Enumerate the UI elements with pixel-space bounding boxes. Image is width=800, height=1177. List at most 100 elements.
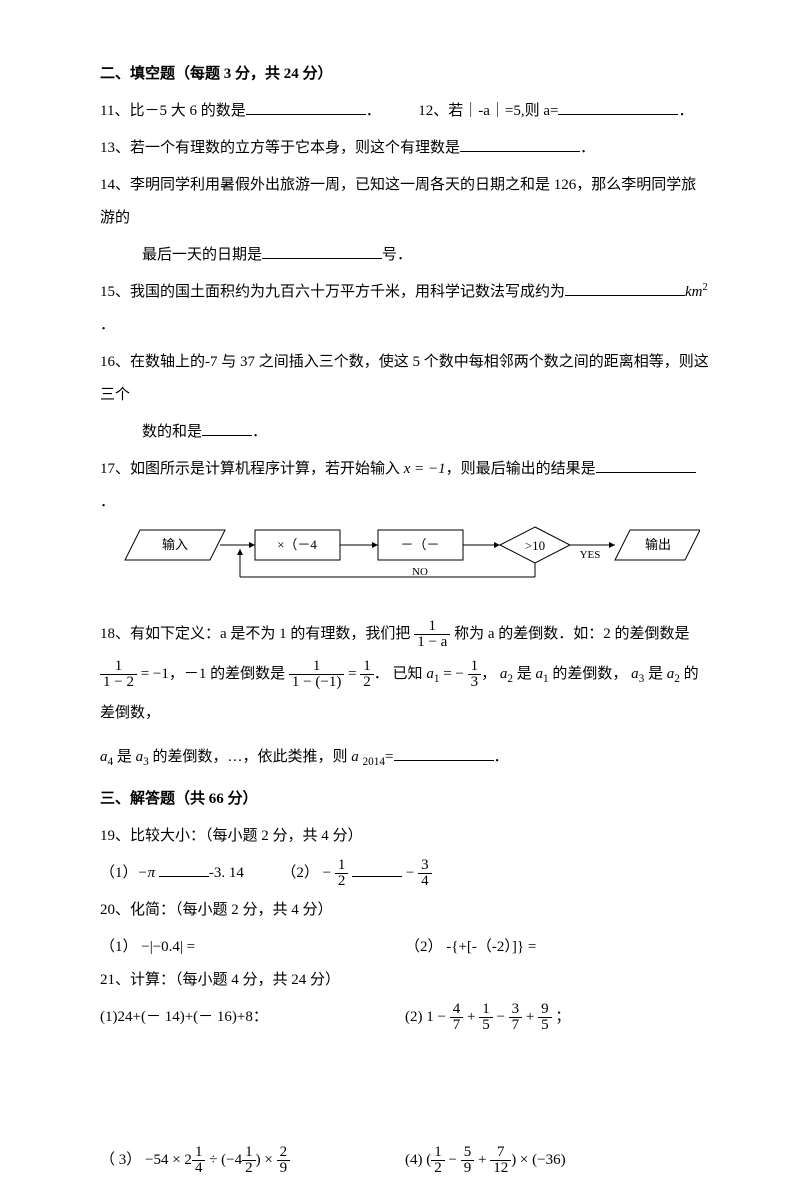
- q18-f3d: 1 − (−1): [289, 675, 344, 690]
- q18-a: 18、有如下定义：: [100, 626, 220, 642]
- section3-title: 三、解答题（共 66 分）: [100, 783, 710, 816]
- q18-a3: a: [631, 666, 639, 682]
- q18-m: =: [385, 749, 393, 765]
- q18-f5n: 1: [468, 659, 482, 675]
- q20-2: （2） -{+[-（-2）]} =: [405, 939, 536, 955]
- q15-text-a: 15、我国的国土面积约为九百六十万平方千米，用科学记数法写成约为: [100, 284, 565, 300]
- fc-yes: YES: [580, 549, 601, 561]
- q18-b: a 是不为 1 的有理数，我们把: [220, 626, 414, 642]
- q20: 20、化简：（每小题 2 分，共 4 分）: [100, 894, 710, 927]
- q18-c: 称为 a 的差倒数．如：2 的差倒数是: [454, 626, 689, 642]
- q18-k: 是: [113, 749, 136, 765]
- f: 7: [450, 1018, 464, 1033]
- q14-text-a: 14、李明同学利用暑假外出旅游一周，已知这一周各天的日期之和是 126，那么李明…: [100, 177, 696, 226]
- q18-f3n: 1: [289, 659, 344, 675]
- q18-line2: 11 − 2 = −1，－1 的差倒数是 11 − (−1) = 12． 已知 …: [100, 655, 710, 733]
- q21-4a: (4): [405, 1152, 423, 1168]
- q19-2-blank: [352, 862, 402, 877]
- f: 5: [461, 1145, 475, 1161]
- q14: 14、李明同学利用暑假外出旅游一周，已知这一周各天的日期之和是 126，那么李明…: [100, 169, 710, 235]
- q18-f: ，: [481, 666, 500, 682]
- q21-2-1: 1 −: [426, 1009, 449, 1025]
- q18-f1d: 1 − a: [414, 635, 450, 650]
- q18-a2014: a: [351, 749, 359, 765]
- q15-dot: ．: [100, 317, 115, 333]
- q18-a4: a: [100, 749, 108, 765]
- q21: 21、计算：（每小题 4 分，共 24 分）: [100, 964, 710, 997]
- q21-4-2: −: [445, 1152, 461, 1168]
- q18-f1n: 1: [414, 619, 450, 635]
- q18-s2014: 2014: [363, 756, 386, 768]
- f: 9: [461, 1161, 475, 1176]
- q19-2d1: 2: [335, 874, 349, 889]
- q16: 16、在数轴上的-7 与 37 之间插入三个数，使这 5 个数中每相邻两个数之间…: [100, 346, 710, 412]
- q18-line3: a4 是 a3 的差倒数，…，依此类推，则 a 2014=．: [100, 741, 710, 775]
- f: 7: [490, 1145, 511, 1161]
- q14-line2: 最后一天的日期是 号．: [100, 239, 710, 272]
- q20-parts: （1） −|−0.4| = （2） -{+[-（-2）]} =: [100, 931, 710, 964]
- q16-blank: [202, 421, 252, 436]
- q17-text-b: ，则最后输出的结果是: [446, 461, 596, 477]
- q16-text-b: 数的和是: [142, 424, 202, 440]
- f: 2: [277, 1145, 291, 1161]
- flowchart-svg: 输入 ×（－4 －（－ >10 YES 输出 NO: [120, 525, 700, 595]
- q13-text: 13、若一个有理数的立方等于它本身，则这个有理数是: [100, 140, 460, 156]
- f: 5: [479, 1018, 493, 1033]
- fc-op2-text: －（－: [400, 537, 439, 552]
- q13: 13、若一个有理数的立方等于它本身，则这个有理数是．: [100, 132, 710, 165]
- q18-a1: a: [426, 666, 434, 682]
- f: 1: [192, 1145, 206, 1161]
- q19-2d2: 4: [418, 874, 432, 889]
- q18-a1b: a: [536, 666, 544, 682]
- f: 1: [479, 1002, 493, 1018]
- q17: 17、如图所示是计算机程序计算，若开始输入 x = −1，则最后输出的结果是．: [100, 453, 710, 519]
- q19-1c: -3. 14: [209, 865, 244, 881]
- f: 12: [490, 1161, 511, 1176]
- q15: 15、我国的国土面积约为九百六十万平方千米，用科学记数法写成约为 km2 ．: [100, 276, 710, 342]
- f: 9: [538, 1002, 552, 1018]
- q21-4-4: ) × (−36): [511, 1152, 565, 1168]
- q11-12: 11、比－5 大 6 的数是． 12、若｜-a｜=5,则 a=．: [100, 95, 710, 128]
- q18-eq2: =: [344, 666, 360, 682]
- f: 3: [509, 1002, 523, 1018]
- q18-line1: 18、有如下定义：a 是不为 1 的有理数，我们把 11 − a 称为 a 的差…: [100, 618, 710, 651]
- q11-text: 11、比－5 大 6 的数是: [100, 103, 246, 119]
- f: 1: [242, 1145, 256, 1161]
- f: 9: [277, 1161, 291, 1176]
- q14-text-b: 最后一天的日期是: [142, 247, 262, 263]
- q15-sup: 2: [703, 282, 708, 293]
- flowchart: 输入 ×（－4 －（－ >10 YES 输出 NO: [120, 525, 710, 608]
- q19-1b: −π: [138, 865, 156, 881]
- q21-34: （ 3） −54 × 214 ÷ (−412) × 29 (4) (12 − 5…: [100, 1144, 710, 1177]
- f: 4: [450, 1002, 464, 1018]
- q18-h: 的差倒数，: [549, 666, 632, 682]
- q18-l: 的差倒数，…，依此类推，则: [149, 749, 352, 765]
- q18-d: ，－1 的差倒数是: [169, 666, 289, 682]
- q21-1: (1)24+(－ 14)+(－ 16)+8：: [100, 1009, 268, 1025]
- q18-f2d: 1 − 2: [100, 675, 137, 690]
- q12-dot: ．: [678, 103, 693, 119]
- q18-f4n: 1: [360, 659, 374, 675]
- q15-km: km: [685, 284, 703, 300]
- q12-blank: [558, 100, 678, 115]
- fc-cond-text: >10: [525, 538, 545, 553]
- q16-line2: 数的和是．: [100, 416, 710, 449]
- q21-3a: （ 3）: [100, 1152, 141, 1168]
- q11-dot: ．: [366, 103, 381, 119]
- fc-output-text: 输出: [645, 537, 671, 552]
- f: 2: [242, 1161, 256, 1176]
- q19-1-blank: [159, 862, 209, 877]
- fc-op1-text: ×（－4: [277, 537, 317, 552]
- q18-blank: [394, 746, 494, 761]
- f: 2: [431, 1161, 445, 1176]
- fc-no: NO: [412, 566, 428, 578]
- q21-2a: (2): [405, 1009, 423, 1025]
- q14-text-c: 号．: [382, 247, 412, 263]
- q21-3-1: −54 × 2: [145, 1152, 192, 1168]
- q16-text-a: 16、在数轴上的-7 与 37 之间插入三个数，使这 5 个数中每相邻两个数之间…: [100, 354, 709, 403]
- q19-2n1: 1: [335, 858, 349, 874]
- q17-blank: [596, 458, 696, 473]
- q17-dot: ．: [100, 494, 115, 510]
- q14-blank: [262, 244, 382, 259]
- q18-f4d: 2: [360, 675, 374, 690]
